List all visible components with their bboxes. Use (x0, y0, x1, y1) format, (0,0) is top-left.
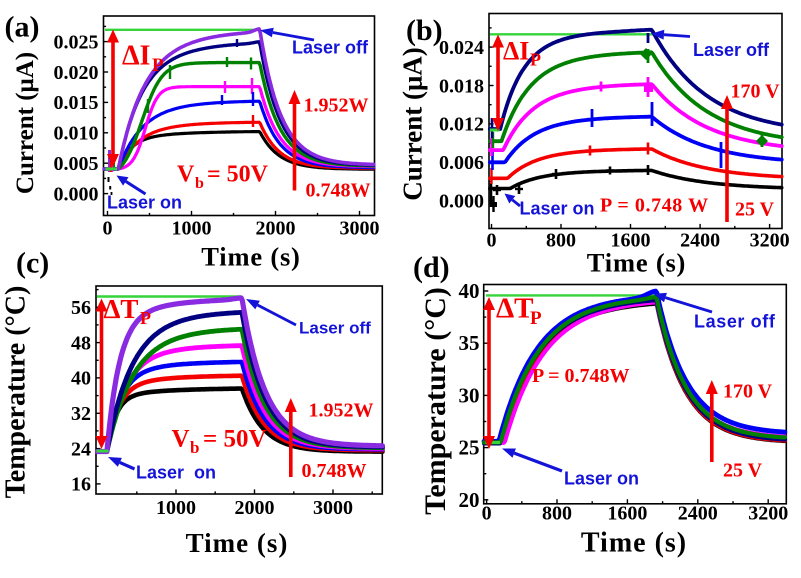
svg-text:0.025: 0.025 (54, 31, 99, 53)
svg-text:Laser off: Laser off (299, 319, 371, 338)
svg-text:P = 0.748 W: P = 0.748 W (600, 195, 709, 217)
svg-text:800: 800 (542, 503, 572, 525)
svg-text:(b): (b) (406, 14, 443, 47)
svg-text:P: P (152, 55, 164, 76)
svg-text:2400: 2400 (680, 230, 720, 252)
svg-text:0.010: 0.010 (54, 123, 99, 145)
svg-text:35: 35 (459, 331, 480, 355)
svg-text:Time (s): Time (s) (581, 528, 687, 559)
svg-text:Laser off: Laser off (693, 40, 770, 60)
svg-text:ΔI: ΔI (122, 40, 150, 71)
svg-text:25 V: 25 V (723, 460, 763, 482)
svg-text:Time (s): Time (s) (587, 248, 686, 278)
svg-text:20: 20 (459, 488, 480, 512)
svg-text:0.000: 0.000 (54, 183, 99, 205)
svg-text:1.952W: 1.952W (309, 400, 374, 422)
svg-text:Time (s): Time (s) (201, 242, 300, 272)
svg-text:24: 24 (71, 438, 91, 460)
svg-text:Current (μA): Current (μA) (398, 47, 428, 201)
svg-text:(a): (a) (5, 11, 40, 44)
svg-text:0.748W: 0.748W (306, 180, 371, 202)
svg-text:16: 16 (71, 474, 91, 496)
svg-text:0.018: 0.018 (439, 75, 484, 97)
svg-text:3000: 3000 (313, 497, 353, 519)
svg-text:1000: 1000 (156, 497, 196, 519)
svg-text:48: 48 (71, 332, 91, 354)
svg-text:V: V (177, 162, 195, 188)
svg-text:ΔT: ΔT (496, 293, 534, 325)
svg-text:40: 40 (71, 368, 91, 390)
svg-text:0.012: 0.012 (439, 114, 484, 136)
svg-text:Laser on: Laser on (520, 199, 595, 219)
svg-text:P: P (530, 50, 541, 70)
svg-text:0.005: 0.005 (54, 153, 99, 175)
svg-text:0: 0 (487, 230, 497, 252)
svg-text:P = 0.748W: P = 0.748W (532, 365, 630, 387)
svg-text:170 V: 170 V (731, 81, 781, 103)
svg-text:Laser on: Laser on (564, 469, 639, 489)
svg-text:= 50V: = 50V (203, 426, 267, 453)
svg-text:0.015: 0.015 (54, 92, 99, 114)
svg-text:Laser off: Laser off (292, 38, 369, 58)
svg-text:3200: 3200 (748, 503, 788, 525)
svg-text:b: b (190, 438, 199, 457)
svg-text:3000: 3000 (340, 218, 380, 240)
svg-text:2400: 2400 (678, 503, 718, 525)
svg-text:40: 40 (459, 279, 480, 303)
svg-text:Temperature (°C): Temperature (°C) (419, 287, 452, 515)
svg-text:30: 30 (459, 383, 480, 407)
svg-text:0.006: 0.006 (439, 152, 484, 174)
svg-text:25 V: 25 V (735, 199, 775, 221)
svg-text:P: P (140, 308, 151, 328)
svg-text:Laser off: Laser off (694, 312, 776, 332)
svg-text:1.952W: 1.952W (304, 95, 369, 117)
svg-text:Laser on: Laser on (107, 193, 182, 213)
svg-text:1600: 1600 (611, 230, 651, 252)
svg-text:3200: 3200 (750, 230, 790, 252)
svg-text:Laser on: Laser on (136, 463, 216, 483)
svg-text:56: 56 (71, 297, 91, 319)
svg-text:Temperature (°C): Temperature (°C) (1, 286, 32, 499)
svg-text:32: 32 (71, 403, 91, 425)
svg-text:0: 0 (482, 503, 492, 525)
svg-text:(c): (c) (16, 247, 49, 280)
svg-text:Time (s): Time (s) (186, 528, 289, 558)
svg-text:Current (μA): Current (μA) (12, 52, 39, 194)
svg-text:0.000: 0.000 (439, 191, 484, 213)
svg-text:1600: 1600 (607, 503, 647, 525)
svg-text:25: 25 (459, 436, 480, 460)
svg-text:0: 0 (103, 218, 113, 240)
svg-text:0.748W: 0.748W (302, 460, 367, 482)
svg-text:= 50V: = 50V (207, 162, 269, 188)
svg-text:P: P (530, 308, 542, 329)
svg-text:ΔI: ΔI (503, 36, 529, 65)
svg-text:2000: 2000 (256, 218, 296, 240)
svg-text:0.020: 0.020 (54, 62, 99, 84)
svg-text:1000: 1000 (172, 218, 212, 240)
svg-text:800: 800 (546, 230, 576, 252)
svg-text:ΔT: ΔT (104, 294, 139, 324)
svg-text:170 V: 170 V (723, 381, 773, 403)
svg-text:2000: 2000 (235, 497, 275, 519)
svg-text:(d): (d) (413, 251, 450, 284)
svg-text:b: b (195, 175, 204, 192)
svg-text:V: V (172, 426, 190, 453)
svg-text:0.024: 0.024 (439, 37, 484, 59)
